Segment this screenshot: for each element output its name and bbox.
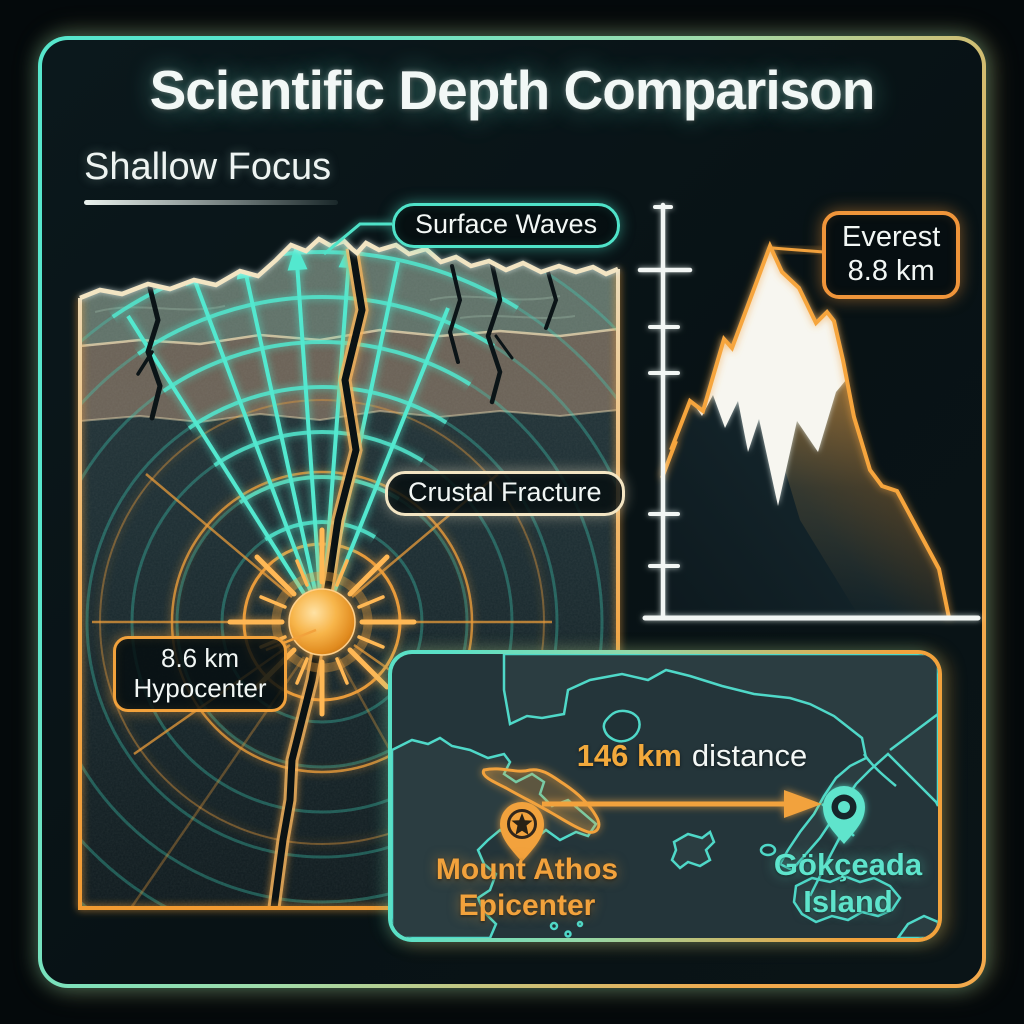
surface-waves-callout: Surface Waves (392, 203, 621, 248)
distance-label: distance (691, 738, 808, 773)
everest-height: 8.8 km (847, 255, 935, 287)
minor-cracks (136, 261, 559, 421)
section-label: Shallow Focus (84, 146, 332, 188)
cross-section-diagram (78, 236, 620, 910)
map-background: 146 km distance Mount Athos Epicenter Gök… (392, 654, 938, 938)
crustal-fracture-callout: Crustal Fracture (385, 471, 625, 516)
map-inset: 146 km distance Mount Athos Epicenter Gök… (388, 650, 942, 942)
height-scale-axis (637, 202, 981, 621)
mountain-chart (637, 202, 981, 621)
distance-arrow-icon (542, 790, 822, 818)
hypocenter-label-text: Hypocenter (133, 673, 267, 703)
mountain-ridge-line (660, 240, 951, 619)
everest-callout: Everest 8.8 km (822, 211, 961, 299)
distance-value: 146 km (576, 738, 682, 773)
island-pin-icon (823, 786, 865, 844)
section-label-underline (84, 200, 338, 205)
snow-cap (692, 246, 846, 506)
epicenter-pin-icon (500, 802, 544, 862)
hypocenter-depth-value: 8.6 km (160, 643, 240, 673)
distance-annotation: 146 km distance (512, 738, 872, 774)
island-name: Gökçeada (773, 847, 923, 882)
epicenter-label: Mount Athos Epicenter (427, 852, 627, 924)
epicenter-sublabel: Epicenter (458, 889, 596, 922)
hypocenter-sun-icon (227, 527, 417, 717)
strata-squiggles (94, 295, 576, 319)
everest-name: Everest (842, 221, 941, 253)
seismic-wave-rings-bright (80, 250, 560, 622)
epicenter-name: Mount Athos (435, 853, 619, 886)
page-title: Scientific Depth Comparison (149, 59, 876, 121)
island-label: Gökçeada Island (750, 846, 938, 920)
athos-peninsula-outline (481, 767, 601, 834)
map-artwork (392, 654, 938, 938)
island-sublabel: Island (803, 884, 893, 919)
hypocenter-callout: 8.6 km Hypocenter (113, 636, 287, 712)
ground-surface-line (79, 236, 619, 301)
lake-and-islets (549, 709, 777, 938)
